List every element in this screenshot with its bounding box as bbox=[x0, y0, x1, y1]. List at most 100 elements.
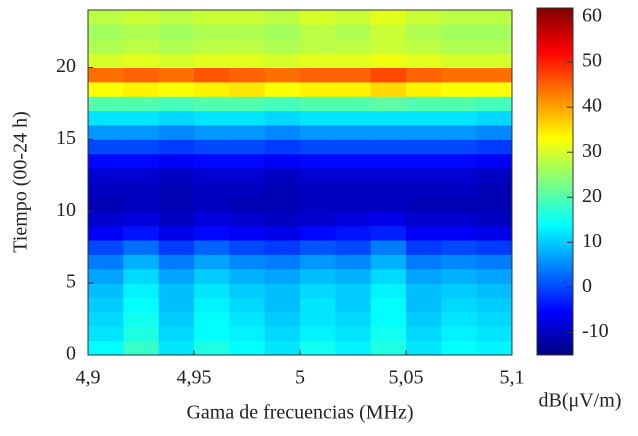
heatmap-cell bbox=[264, 297, 301, 313]
heatmap-cell bbox=[158, 81, 195, 97]
heatmap-cell bbox=[88, 211, 124, 227]
heatmap-cell bbox=[229, 96, 266, 112]
heatmap-cell bbox=[194, 225, 230, 241]
y-tick-label: 15 bbox=[56, 127, 76, 149]
heatmap-cell bbox=[194, 297, 230, 313]
heatmap-cell bbox=[88, 81, 124, 97]
heatmap-cell bbox=[441, 67, 478, 83]
heatmap-cell bbox=[194, 326, 230, 342]
heatmap-cell bbox=[441, 53, 478, 68]
heatmap-cell bbox=[229, 81, 266, 97]
heatmap-cell bbox=[406, 96, 442, 112]
heatmap-cell bbox=[158, 139, 195, 155]
heatmap-cell bbox=[88, 326, 124, 342]
colorbar-tick-label: 30 bbox=[582, 140, 602, 162]
heatmap-cell bbox=[194, 240, 230, 255]
heatmap-cell bbox=[229, 283, 266, 298]
heatmap-cell bbox=[300, 311, 336, 327]
y-tick-label: 0 bbox=[66, 343, 76, 365]
heatmap-cell bbox=[158, 96, 195, 112]
x-axis-label: Gama de frecuencias (MHz) bbox=[186, 402, 413, 424]
heatmap-cell bbox=[370, 139, 407, 155]
heatmap-cell bbox=[406, 297, 442, 313]
heatmap-cell bbox=[264, 153, 301, 169]
heatmap-cell bbox=[123, 24, 160, 40]
heatmap-cell bbox=[406, 67, 442, 83]
heatmap-cell bbox=[158, 340, 195, 356]
heatmap-cell bbox=[476, 268, 513, 284]
heatmap-cell bbox=[229, 297, 266, 313]
heatmap-cell bbox=[476, 125, 513, 140]
heatmap-cell bbox=[370, 182, 407, 198]
heatmap-cell bbox=[476, 24, 513, 40]
heatmap-cell bbox=[406, 38, 442, 54]
heatmap-cell bbox=[300, 67, 336, 83]
heatmap-cell bbox=[335, 38, 372, 54]
colorbar-tick-label: 40 bbox=[582, 95, 602, 117]
heatmap-cell bbox=[123, 311, 160, 327]
heatmap-cell bbox=[194, 67, 230, 83]
heatmap-cell bbox=[441, 254, 478, 270]
heatmap-cell bbox=[229, 196, 266, 212]
heatmap-cell bbox=[264, 67, 301, 83]
colorbar-tick-label: 0 bbox=[582, 275, 592, 297]
heatmap-cell bbox=[476, 182, 513, 198]
heatmap-cell bbox=[229, 110, 266, 126]
heatmap-cell bbox=[229, 311, 266, 327]
heatmap-cell bbox=[88, 268, 124, 284]
heatmap-cell bbox=[229, 340, 266, 356]
heatmap-cell bbox=[476, 153, 513, 169]
heatmap-cell bbox=[370, 96, 407, 112]
heatmap-cell bbox=[88, 24, 124, 40]
heatmap-cell bbox=[158, 283, 195, 298]
heatmap-cell bbox=[194, 211, 230, 227]
heatmap-cell bbox=[264, 96, 301, 112]
colorbar-label: dB(μV/m) bbox=[539, 390, 622, 412]
heatmap-cell bbox=[370, 168, 407, 183]
heatmap-cell bbox=[229, 211, 266, 227]
heatmap-cell bbox=[370, 225, 407, 241]
heatmap-cell bbox=[158, 10, 195, 25]
heatmap-cell bbox=[264, 38, 301, 54]
heatmap-cell bbox=[264, 168, 301, 183]
heatmap-cell bbox=[264, 326, 301, 342]
heatmap-cell bbox=[194, 110, 230, 126]
heatmap-cell bbox=[264, 81, 301, 97]
heatmap-cell bbox=[264, 225, 301, 241]
heatmap-cell bbox=[264, 340, 301, 356]
heatmap-cell bbox=[335, 311, 372, 327]
heatmap-cell bbox=[88, 340, 124, 356]
heatmap-cell bbox=[335, 254, 372, 270]
heatmap-cell bbox=[229, 268, 266, 284]
heatmap-cell bbox=[335, 67, 372, 83]
colorbar-tick-label: 60 bbox=[582, 5, 602, 27]
heatmap-cell bbox=[264, 268, 301, 284]
heatmap-cell bbox=[300, 24, 336, 40]
heatmap-cell bbox=[476, 225, 513, 241]
heatmap-cell bbox=[123, 326, 160, 342]
heatmap-cell bbox=[123, 110, 160, 126]
heatmap-cell bbox=[335, 96, 372, 112]
heatmap-cell bbox=[335, 211, 372, 227]
heatmap-cell bbox=[335, 268, 372, 284]
heatmap-cell bbox=[441, 168, 478, 183]
heatmap-cell bbox=[229, 254, 266, 270]
heatmap-cell bbox=[158, 297, 195, 313]
heatmap-cell bbox=[335, 153, 372, 169]
heatmap-cell bbox=[300, 268, 336, 284]
heatmap-cell bbox=[476, 10, 513, 25]
heatmap-cell bbox=[123, 53, 160, 68]
heatmap-cell bbox=[370, 153, 407, 169]
heatmap-cell bbox=[229, 10, 266, 25]
heatmap-cell bbox=[476, 311, 513, 327]
heatmap-cell bbox=[194, 311, 230, 327]
heatmap-cell bbox=[300, 81, 336, 97]
colorbar-tick-label: 50 bbox=[582, 50, 602, 72]
heatmap-cell bbox=[194, 268, 230, 284]
heatmap-cell bbox=[441, 297, 478, 313]
heatmap-cell bbox=[300, 53, 336, 68]
heatmap-cell bbox=[158, 67, 195, 83]
heatmap-cell bbox=[264, 53, 301, 68]
heatmap-cell bbox=[335, 53, 372, 68]
heatmap-cell bbox=[229, 326, 266, 342]
